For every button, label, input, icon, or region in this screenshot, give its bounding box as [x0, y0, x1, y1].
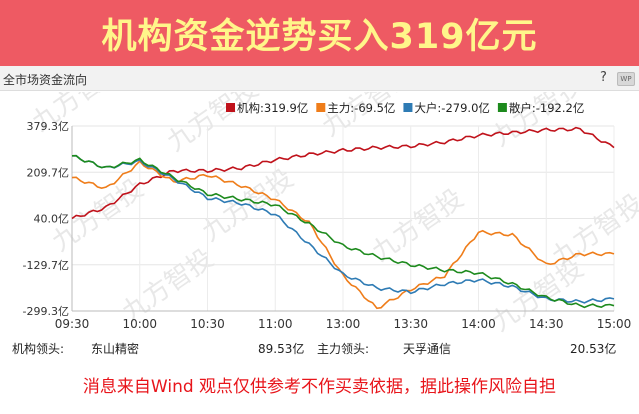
legend-label: 机构:319.9亿 — [237, 101, 308, 115]
legend-swatch — [403, 103, 413, 112]
disclaimer-text: 消息来自Wind 观点仅供参考不作买卖依据，据此操作风险自担 — [82, 377, 557, 397]
header-banner: 机构资金逆势买入319亿元 — [0, 0, 639, 66]
x-tick-label: 14:00 — [461, 317, 496, 331]
watermark-text: 九方智投 — [547, 188, 639, 272]
x-tick-label: 10:30 — [190, 317, 225, 331]
y-axis: 379.3亿 209.7亿 40.0亿 -129.7亿 -299.3亿 — [23, 120, 69, 318]
y-tick-label: 379.3亿 — [27, 120, 70, 133]
y-tick-label: -129.7亿 — [23, 259, 69, 272]
x-tick-label: 13:30 — [393, 317, 428, 331]
x-tick-label: 09:30 — [55, 317, 90, 331]
chart-legend: 机构:319.9亿 主力:-69.5亿 大户:-279.0亿 散户:-192.2亿 — [226, 101, 584, 115]
x-tick-label: 15:00 — [597, 317, 632, 331]
series-line-大户 — [71, 154, 615, 304]
series-line-散户 — [71, 154, 615, 309]
main-lead-stock[interactable]: 天孚通信 — [403, 342, 452, 356]
legend-label: 主力:-69.5亿 — [327, 101, 395, 115]
watermark-text: 九方智投 — [117, 243, 219, 327]
watermark-text: 九方智投 — [317, 92, 419, 143]
series-line-主力 — [71, 160, 615, 310]
y-tick-label: 40.0亿 — [34, 213, 70, 226]
inst-lead-label: 机构领头: — [12, 342, 65, 356]
panel-toolbar: 全市场资金流向 ? WP — [0, 66, 639, 91]
y-tick-label: 209.7亿 — [27, 166, 70, 179]
leader-row: 机构领头: 东山精密 89.53亿 主力领头: 天孚通信 20.53亿 — [0, 337, 639, 359]
inst-lead-value: 89.53亿 — [258, 342, 305, 356]
panel-title: 全市场资金流向 — [3, 73, 88, 87]
main-lead-label: 主力领头: — [317, 342, 370, 356]
series-lines — [71, 126, 615, 310]
y-tick-label: -299.3亿 — [23, 305, 69, 318]
x-tick-label: 10:00 — [122, 317, 157, 331]
x-axis: 09:30 10:00 10:30 11:00 13:00 13:30 14:00 14:30… — [55, 317, 632, 331]
x-tick-label: 14:30 — [529, 317, 564, 331]
watermark-text: 九方智投 — [367, 183, 469, 267]
inst-lead-stock[interactable]: 东山精密 — [91, 342, 140, 356]
wp-icon[interactable]: WP — [617, 72, 635, 86]
x-tick-label: 13:00 — [326, 317, 361, 331]
legend-swatch — [226, 103, 235, 112]
legend-label: 大户:-279.0亿 — [414, 101, 489, 115]
x-tick-label: 11:00 — [258, 317, 293, 331]
legend-label: 散户:-192.2亿 — [509, 101, 584, 115]
banner-title: 机构资金逆势买入319亿元 — [101, 16, 538, 57]
chart-grid — [71, 125, 615, 312]
main-lead-value: 20.53亿 — [570, 342, 617, 356]
help-icon[interactable]: ? — [600, 70, 607, 85]
legend-swatch — [316, 103, 326, 112]
legend-swatch — [497, 103, 507, 112]
